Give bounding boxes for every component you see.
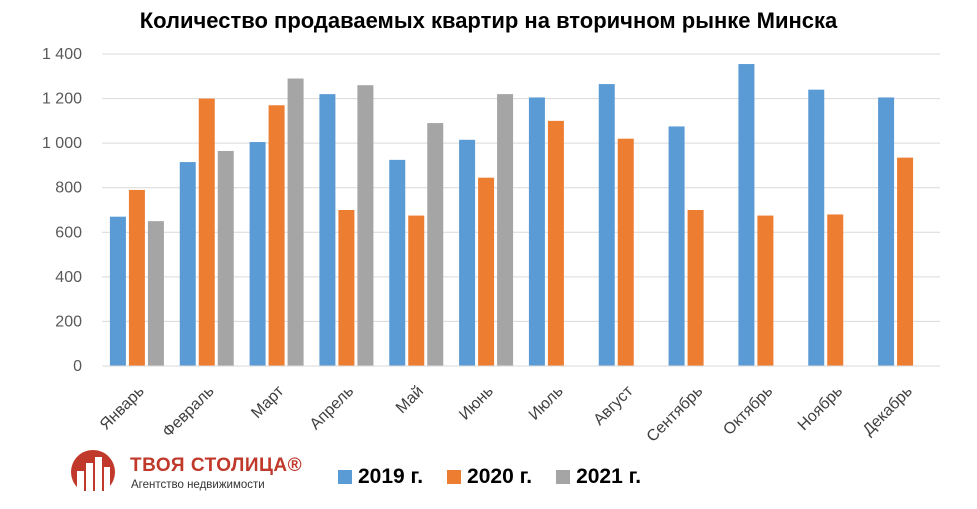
legend-label-2020: 2020 г.	[467, 465, 533, 488]
y-tick-label: 400	[55, 269, 82, 286]
bar-2020-1	[128, 189, 145, 366]
legend-swatch-2020	[447, 470, 462, 484]
bar-2020-5	[408, 215, 425, 366]
chart-legend: 2019 г. 2020 г. 2021 г.	[338, 463, 665, 491]
y-tick-label: 1 400	[42, 46, 82, 63]
legend-item-2020: 2020 г.	[447, 465, 532, 489]
bar-2020-8	[617, 138, 634, 366]
x-tick-label: Май	[393, 383, 427, 417]
brand-logo: ТВОЯ СТОЛИЦА® Агентство недвижимости	[64, 449, 334, 495]
bar-2021-3	[287, 78, 304, 366]
bar-2020-9	[687, 210, 704, 366]
x-tick-label: Декабрь	[860, 383, 916, 439]
bar-2020-4	[338, 210, 355, 366]
x-tick-label: Октябрь	[720, 383, 776, 439]
x-tick-label: Апрель	[307, 383, 357, 433]
x-tick-label: Ноябрь	[795, 383, 846, 434]
brand-name: ТВОЯ СТОЛИЦА®	[130, 455, 303, 476]
y-tick-label: 200	[55, 313, 82, 330]
bar-2019-3	[249, 142, 266, 366]
bar-2019-6	[459, 139, 476, 366]
bar-2021-4	[357, 85, 374, 366]
y-tick-label: 1 000	[42, 135, 82, 152]
building-logo-icon	[64, 450, 122, 495]
bar-2020-12	[897, 157, 914, 366]
bar-2019-1	[109, 216, 126, 366]
bar-2019-2	[179, 162, 196, 366]
legend-swatch-2019	[338, 470, 352, 484]
bar-2020-10	[757, 215, 774, 366]
bar-2019-5	[389, 159, 406, 366]
bar-2020-11	[827, 214, 844, 366]
bar-2021-2	[217, 150, 234, 366]
bar-2019-9	[668, 126, 685, 366]
y-tick-label: 600	[55, 224, 82, 241]
x-tick-label: Февраль	[160, 383, 218, 441]
bar-2019-10	[738, 64, 755, 367]
x-tick-label: Август	[591, 382, 638, 429]
x-tick-label: Март	[248, 382, 288, 422]
bar-2020-6	[478, 177, 495, 366]
bar-2019-11	[808, 89, 825, 367]
y-tick-label: 0	[73, 358, 82, 375]
legend-item-2021: 2021 г.	[556, 465, 641, 489]
x-tick-label: Июль	[526, 383, 567, 424]
bar-2019-12	[878, 97, 895, 366]
bar-2019-8	[598, 84, 615, 366]
bar-2021-1	[147, 221, 164, 366]
bar-2020-7	[547, 120, 564, 366]
bar-2021-6	[497, 94, 514, 366]
y-tick-label: 800	[55, 180, 82, 197]
brand-subtitle: Агентство недвижимости	[131, 479, 265, 491]
legend-label-2021: 2021 г.	[576, 465, 642, 488]
bar-2020-2	[198, 98, 215, 367]
bar-2021-5	[427, 123, 444, 366]
x-tick-label: Сентябрь	[644, 383, 707, 446]
bar-2019-4	[319, 94, 336, 366]
bar-2019-7	[528, 97, 545, 366]
legend-label-2019: 2019 г.	[358, 465, 424, 488]
legend-swatch-2021	[556, 470, 571, 484]
chart-title: Количество продаваемых квартир на вторич…	[139, 8, 838, 33]
legend-item-2019: 2019 г.	[338, 465, 423, 489]
x-tick-label: Январь	[97, 383, 148, 434]
x-tick-label: Июнь	[456, 383, 497, 424]
bar-2020-3	[268, 105, 285, 366]
y-tick-label: 1 200	[42, 91, 82, 108]
